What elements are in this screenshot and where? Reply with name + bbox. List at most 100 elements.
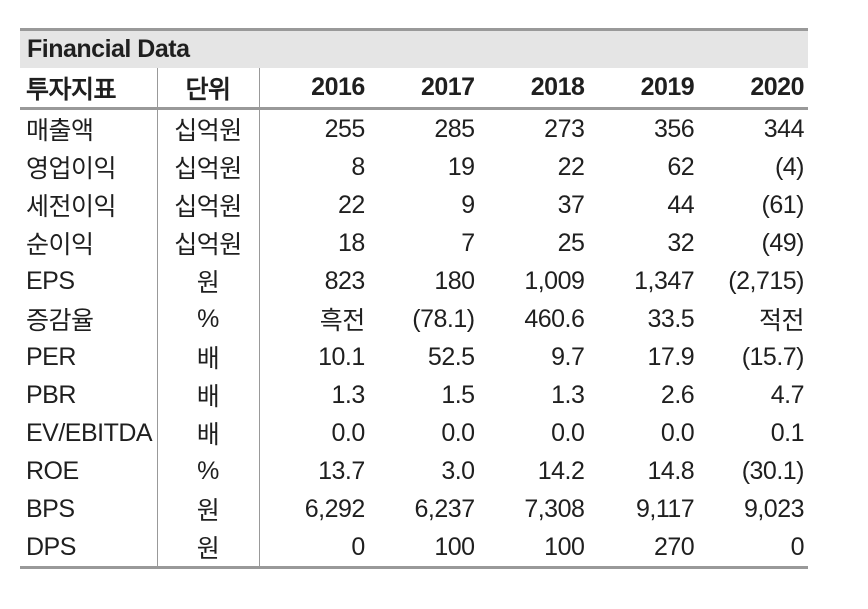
row-value: 44 bbox=[667, 190, 695, 219]
row-unit: 십억원 bbox=[157, 186, 260, 224]
row-value: 180 bbox=[434, 266, 475, 295]
table-row: DPS 원 0 100 100 270 0 bbox=[20, 528, 808, 566]
financial-data-table: Financial Data 투자지표 단위 2016 2017 2018 20… bbox=[20, 28, 808, 569]
row-value: 52.5 bbox=[427, 342, 475, 371]
row-value: 9.7 bbox=[551, 342, 585, 371]
row-value: 9,023 bbox=[743, 494, 805, 523]
table-row: EV/EBITDA 배 0.0 0.0 0.0 0.0 0.1 bbox=[20, 414, 808, 452]
row-value: 1.3 bbox=[331, 380, 366, 409]
table-row: 증감율% 흑전 (78.1) 460.6 33.5 적전 bbox=[20, 300, 808, 338]
row-value: 356 bbox=[653, 114, 695, 143]
row-value: 13.7 bbox=[318, 456, 365, 485]
row-value: 10.1 bbox=[318, 342, 365, 371]
row-value: 1,009 bbox=[524, 266, 585, 295]
row-label: 매출액 bbox=[20, 108, 158, 148]
row-label: 순이익 bbox=[20, 224, 158, 262]
column-header-indicator: 투자지표 bbox=[20, 68, 158, 110]
row-value: (2,715) bbox=[728, 266, 804, 295]
column-header-2016: 2016 bbox=[259, 68, 369, 110]
row-value: 823 bbox=[324, 266, 366, 295]
row-unit: 십억원 bbox=[157, 108, 260, 148]
row-unit: % bbox=[157, 300, 260, 338]
row-value: 6,237 bbox=[414, 494, 476, 523]
row-label: PBR bbox=[20, 376, 158, 414]
row-value: 7 bbox=[461, 228, 475, 257]
table-row: BPS 원 6,292 6,237 7,308 9,117 9,023 bbox=[20, 490, 808, 528]
column-header-2019: 2019 bbox=[588, 68, 699, 110]
row-label: 세전이익 bbox=[20, 186, 158, 224]
row-value: 100 bbox=[434, 532, 475, 561]
row-value: 62 bbox=[667, 152, 695, 181]
row-unit: 원 bbox=[157, 490, 260, 528]
row-label: ROE bbox=[20, 452, 158, 490]
row-label: BPS bbox=[20, 490, 158, 528]
row-value: (49) bbox=[761, 228, 805, 257]
row-value: 22 bbox=[337, 190, 365, 219]
row-value: 14.8 bbox=[647, 456, 695, 485]
row-value: 0.0 bbox=[660, 418, 695, 447]
row-unit: 배 bbox=[157, 414, 260, 452]
row-unit: % bbox=[157, 452, 260, 490]
row-value: 19 bbox=[447, 152, 475, 181]
row-unit: 원 bbox=[157, 528, 260, 566]
row-unit: 십억원 bbox=[157, 224, 260, 262]
row-value: 8 bbox=[351, 152, 365, 181]
row-value: 1.5 bbox=[441, 380, 475, 409]
row-value: 0.0 bbox=[551, 418, 585, 447]
row-value: 흑전 bbox=[319, 307, 366, 335]
row-value: 2.6 bbox=[660, 380, 695, 409]
column-header-2017: 2017 bbox=[368, 68, 479, 110]
row-value: 22 bbox=[557, 152, 585, 181]
row-value: 7,308 bbox=[524, 494, 585, 523]
row-value: 100 bbox=[544, 532, 585, 561]
column-header-2020: 2020 bbox=[698, 68, 808, 110]
row-value: 17.9 bbox=[647, 342, 695, 371]
row-unit: 배 bbox=[157, 376, 260, 414]
table-body: 매출액 십억원 255 285 273 356 344 영업이익 십억원 8 19 22 62 (4) 세전… bbox=[20, 108, 808, 566]
row-value: 344 bbox=[763, 114, 805, 143]
row-value: 273 bbox=[544, 114, 585, 143]
row-value: 4.7 bbox=[770, 380, 805, 409]
row-label: EV/EBITDA bbox=[20, 414, 158, 452]
column-header-2018: 2018 bbox=[478, 68, 589, 110]
table-row: 세전이익 십억원 22 9 37 44 (61) bbox=[20, 186, 808, 224]
row-value: 460.6 bbox=[524, 304, 585, 333]
row-value: 14.2 bbox=[537, 456, 585, 485]
row-value: 285 bbox=[434, 114, 475, 143]
financial-table: 투자지표 단위 2016 2017 2018 2019 2020 매출액 십억원 2… bbox=[20, 68, 808, 566]
row-value: (78.1) bbox=[412, 304, 475, 333]
row-value: 1.3 bbox=[551, 380, 585, 409]
row-value: 37 bbox=[557, 190, 585, 219]
row-value: 270 bbox=[653, 532, 695, 561]
row-value: 0.0 bbox=[331, 418, 366, 447]
row-value: 9,117 bbox=[635, 494, 695, 523]
table-title: Financial Data bbox=[20, 31, 808, 68]
row-value: 25 bbox=[557, 228, 585, 257]
row-value: 9 bbox=[461, 190, 475, 219]
row-value: 255 bbox=[324, 114, 366, 143]
row-value: 1,347 bbox=[634, 266, 695, 295]
row-label: EPS bbox=[20, 262, 158, 300]
table-row: PER 배 10.1 52.5 9.7 17.9 (15.7) bbox=[20, 338, 808, 376]
row-value: (30.1) bbox=[741, 456, 805, 485]
column-header-unit: 단위 bbox=[157, 68, 260, 110]
row-value: 18 bbox=[337, 228, 365, 257]
header-row: 투자지표 단위 2016 2017 2018 2019 2020 bbox=[20, 68, 808, 110]
row-unit: 원 bbox=[157, 262, 260, 300]
row-unit: 십억원 bbox=[157, 148, 260, 186]
row-value: 0.0 bbox=[441, 418, 475, 447]
row-value: 0.1 bbox=[770, 418, 805, 447]
table-row: PBR 배 1.3 1.5 1.3 2.6 4.7 bbox=[20, 376, 808, 414]
table-row: EPS 원 823 180 1,009 1,347 (2,715) bbox=[20, 262, 808, 300]
row-value: 33.5 bbox=[647, 304, 695, 333]
row-value: 0 bbox=[351, 532, 365, 561]
row-value: (15.7) bbox=[741, 342, 805, 371]
row-label: DPS bbox=[20, 528, 158, 566]
row-value: (61) bbox=[761, 190, 805, 219]
row-value: 적전 bbox=[758, 307, 805, 335]
row-value: 6,292 bbox=[304, 494, 366, 523]
row-value: (4) bbox=[774, 152, 805, 181]
row-unit: 배 bbox=[157, 338, 260, 376]
row-label: PER bbox=[20, 338, 158, 376]
row-label: 증감율 bbox=[20, 300, 158, 338]
